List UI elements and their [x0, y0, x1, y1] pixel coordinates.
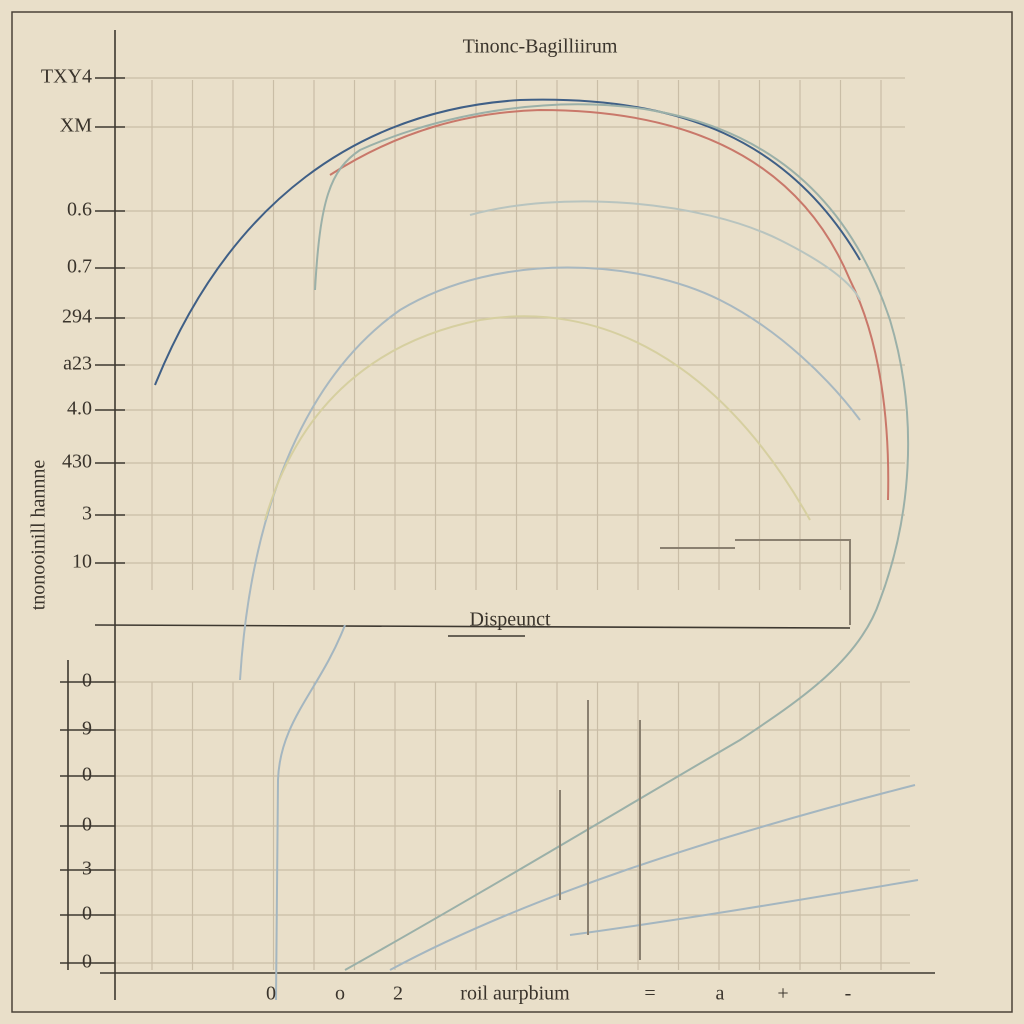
curve [569, 879, 919, 936]
y-tick-label: TXY4 [41, 66, 92, 88]
x-axis-label: roil aurpbium [460, 983, 570, 1005]
y-tick-label: 3 [82, 858, 92, 880]
curve [329, 108, 890, 501]
y-tick-label: 0 [82, 764, 92, 786]
y-tick-label: 0 [82, 903, 92, 925]
y-tick-label: 10 [72, 551, 92, 573]
y-tick-label: XM [60, 115, 92, 137]
y-tick-label: 0 [82, 814, 92, 836]
curve [389, 784, 916, 971]
x-tick-label: 0 [266, 983, 276, 1005]
x-tick-label: = [644, 983, 655, 1005]
x-tick-label: 2 [393, 983, 403, 1005]
x-tick-label: a [716, 983, 725, 1005]
y-tick-label: 0 [82, 670, 92, 692]
title: Tinonc-Bagilliirum [463, 36, 618, 58]
y-tick-label: 3 [82, 503, 92, 525]
curve [264, 315, 811, 521]
y-tick-label: 0.7 [67, 256, 92, 278]
x-tick-label: + [777, 983, 788, 1005]
y-axis-label: tnonooinill hannne [28, 460, 50, 611]
curve [154, 98, 861, 386]
y-tick-label: 0.6 [67, 199, 92, 221]
x-tick-label: - [845, 983, 852, 1005]
middle-axis [94, 624, 851, 629]
y-tick-label: 0 [82, 951, 92, 973]
y-tick-label: a23 [63, 353, 92, 375]
y-tick-label: 294 [62, 306, 92, 328]
y-tick-label: 9 [82, 718, 92, 740]
middle-label: Dispeunct [469, 609, 551, 631]
x-tick-label: o [335, 983, 345, 1005]
y-tick-label: 4.0 [67, 398, 92, 420]
y-tick-label: 430 [62, 451, 92, 473]
grid [95, 77, 910, 970]
frame [11, 11, 1013, 1013]
curve [314, 103, 910, 971]
curve [469, 200, 861, 301]
curve [275, 624, 346, 1001]
marks [559, 539, 851, 960]
